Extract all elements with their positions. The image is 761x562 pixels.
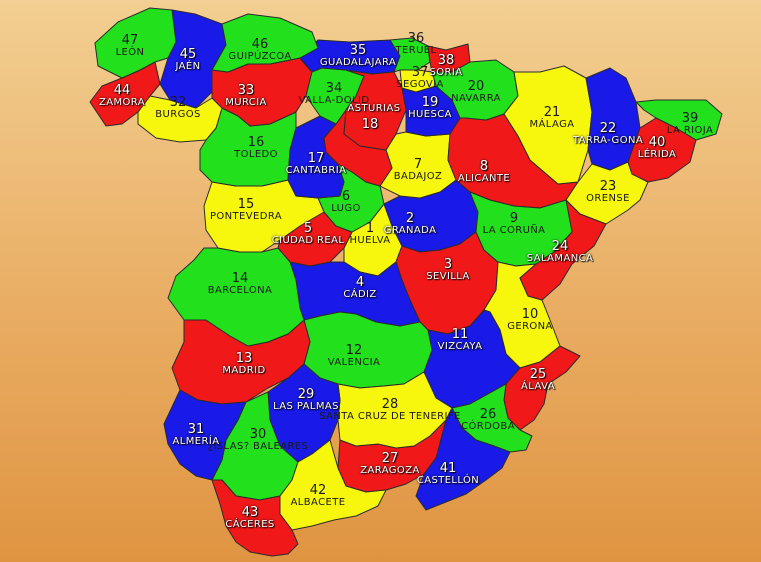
province-region-41[interactable] <box>415 407 511 511</box>
province-region-12[interactable] <box>303 311 433 389</box>
province-region-asturias[interactable] <box>343 69 407 151</box>
province-region-39[interactable] <box>635 99 723 141</box>
province-region-43[interactable] <box>211 479 299 557</box>
province-region-31[interactable] <box>163 389 247 481</box>
province-region-40[interactable] <box>627 117 697 183</box>
province-region-28[interactable] <box>337 371 453 449</box>
province-region-46[interactable] <box>211 13 319 73</box>
province-region-38[interactable] <box>427 43 471 73</box>
province-region-42[interactable] <box>279 439 387 531</box>
province-region-47[interactable] <box>94 7 177 79</box>
province-region-24[interactable] <box>519 199 607 301</box>
